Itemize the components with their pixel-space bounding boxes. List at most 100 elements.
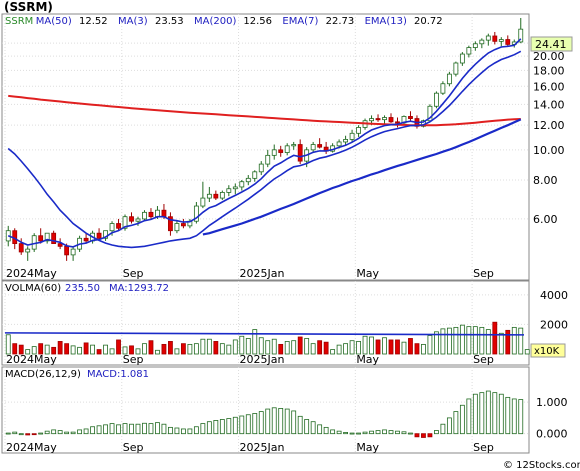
candle-body xyxy=(459,53,465,64)
candle-body xyxy=(83,237,89,242)
volume-ma-line xyxy=(4,332,525,336)
ema13-line xyxy=(7,50,522,249)
volume-bar xyxy=(323,341,329,355)
volume-bar xyxy=(278,343,284,355)
candle-body xyxy=(193,205,199,222)
candle-body xyxy=(434,92,439,107)
candle-body xyxy=(70,248,76,256)
macd-bar xyxy=(349,432,355,435)
macd-bar xyxy=(278,408,284,435)
macd-bar xyxy=(148,423,154,435)
volume-bar xyxy=(245,338,251,355)
macd-bar xyxy=(459,404,465,435)
x-axis-label: May xyxy=(356,353,379,366)
macd-bar xyxy=(83,428,89,435)
candle-body xyxy=(148,211,154,218)
volume-bar xyxy=(38,343,44,355)
candle-body xyxy=(96,232,102,239)
candle-body xyxy=(161,209,167,218)
macd-bar xyxy=(479,392,485,435)
x-axis-label: 2025Jan xyxy=(240,267,285,280)
volume-bar xyxy=(116,339,121,355)
volume-bar xyxy=(349,340,355,355)
legend-ma50-value: 12.52 xyxy=(79,16,108,27)
volume-bar xyxy=(12,343,18,355)
candle-body xyxy=(297,144,303,162)
volume-bar xyxy=(161,343,167,355)
candle-body xyxy=(284,145,290,153)
macd-bar xyxy=(375,430,381,435)
volume-bar xyxy=(265,340,271,355)
volume-bar xyxy=(518,327,524,355)
legend-ma200-name: MA(200) xyxy=(194,16,236,27)
candle-body xyxy=(155,209,160,218)
volume-bar xyxy=(51,346,57,355)
macd-bar xyxy=(213,420,219,435)
macd-bar xyxy=(96,425,102,435)
macd-bar xyxy=(518,399,524,435)
macd-bar xyxy=(401,431,407,435)
macd-bar xyxy=(421,433,426,438)
volume-bar xyxy=(375,339,381,355)
legend-ma3-name: MA(3) xyxy=(118,16,148,27)
candle-body xyxy=(291,144,297,147)
candle-body xyxy=(25,248,31,253)
moving-averages xyxy=(7,38,522,249)
volume-bar xyxy=(25,349,31,355)
x-axis-label: 2025Jan xyxy=(240,353,285,366)
legend-ema13-name: EMA(13) xyxy=(365,16,407,27)
volume-bar xyxy=(492,321,498,355)
candle-body xyxy=(317,144,323,148)
macd-bar xyxy=(310,421,316,435)
candle-body xyxy=(239,181,245,188)
macd-bar xyxy=(336,430,342,435)
gridlines xyxy=(2,14,529,453)
price-tick-label: 6.00 xyxy=(533,213,558,226)
candle-body xyxy=(232,186,238,190)
candle-body xyxy=(395,121,400,124)
candle-body xyxy=(453,62,459,75)
macd-tick-label: 1.000 xyxy=(536,396,568,409)
macd-bar xyxy=(38,432,44,435)
candle-body xyxy=(427,105,433,122)
macd-bar xyxy=(64,431,70,435)
volume-bar xyxy=(180,343,186,355)
volume-bar xyxy=(70,345,76,355)
candle-body xyxy=(349,132,355,140)
x-axis-label: May xyxy=(356,267,379,280)
volume-legend-value: 235.50 xyxy=(65,283,100,294)
volume-bar xyxy=(459,324,465,355)
macd-bar xyxy=(116,424,121,435)
price-tick-label: 10.00 xyxy=(533,144,565,157)
volume-bar xyxy=(369,336,374,355)
volume-bar xyxy=(505,329,511,355)
volume-bar xyxy=(83,342,89,355)
candle-body xyxy=(129,216,134,222)
macd-bar xyxy=(70,431,76,435)
volume-bar xyxy=(382,337,387,355)
volume-bar xyxy=(258,337,264,355)
macd-bar xyxy=(492,392,498,435)
candle-body xyxy=(122,216,128,229)
macd-bar xyxy=(304,419,310,435)
price-legend: SSRM MA(50) 12.52 MA(3) 23.53 MA(200) 12.56 EMA… xyxy=(5,16,443,27)
macd-bar xyxy=(206,421,212,435)
volume-bar xyxy=(200,338,206,355)
candle-body xyxy=(518,28,524,43)
x-axis-label: Sep xyxy=(123,267,144,280)
macd-bar xyxy=(77,429,83,435)
volume-legend-ma: MA:1293.72 xyxy=(109,283,169,294)
macd-bar xyxy=(109,423,115,435)
volume-bar xyxy=(148,340,154,355)
macd-bar xyxy=(297,415,303,435)
price-tick-label: 18.00 xyxy=(533,64,565,77)
candle-body xyxy=(375,118,381,121)
macd-bar xyxy=(193,426,199,435)
last-price-badge xyxy=(530,36,573,52)
macd-bar xyxy=(5,432,11,435)
volume-bar xyxy=(446,327,452,355)
macd-bar xyxy=(505,396,511,435)
macd-bar xyxy=(232,416,238,435)
macd-legend-name: MACD(26,12,9) xyxy=(5,369,81,380)
candle-body xyxy=(336,141,342,147)
